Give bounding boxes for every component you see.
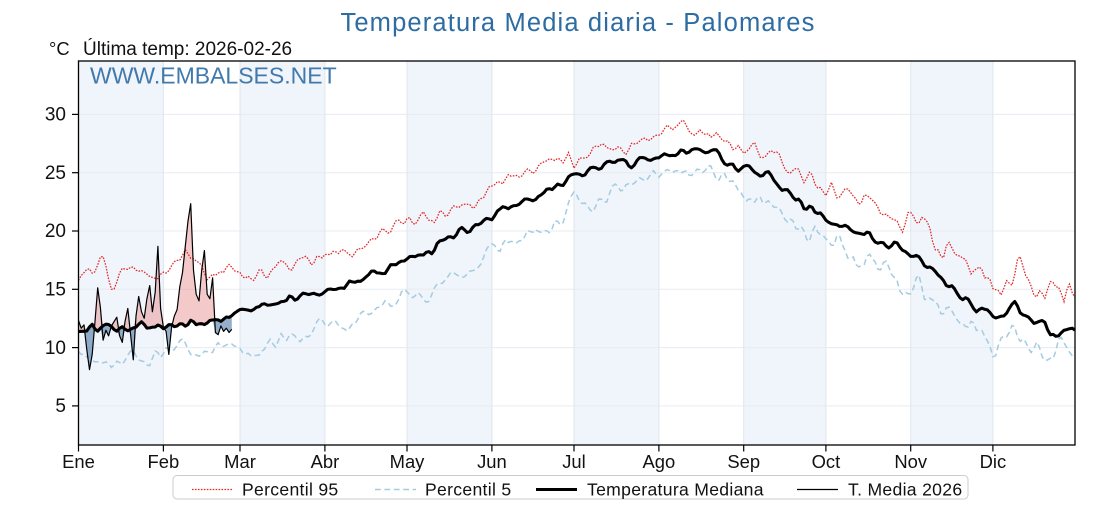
svg-text:Jul: Jul [562, 451, 586, 472]
svg-text:°C: °C [49, 38, 70, 59]
svg-text:30: 30 [45, 105, 66, 126]
svg-text:WWW.EMBALSES.NET: WWW.EMBALSES.NET [90, 63, 337, 89]
svg-text:Ago: Ago [643, 451, 676, 472]
svg-text:25: 25 [45, 163, 66, 184]
svg-text:Abr: Abr [311, 451, 340, 472]
svg-text:Última temp: 2026-02-26: Última temp: 2026-02-26 [83, 38, 292, 60]
svg-text:Ene: Ene [62, 451, 95, 472]
svg-text:Feb: Feb [148, 451, 180, 472]
svg-text:T. Media 2026: T. Media 2026 [848, 479, 962, 499]
svg-text:15: 15 [45, 280, 66, 301]
svg-text:Temperatura Media diaria - Pal: Temperatura Media diaria - Palomares [340, 9, 815, 37]
svg-text:5: 5 [55, 396, 66, 417]
svg-text:20: 20 [45, 221, 66, 242]
svg-text:10: 10 [45, 338, 66, 359]
svg-text:Oct: Oct [812, 451, 841, 472]
svg-text:May: May [390, 451, 426, 472]
svg-text:Mar: Mar [224, 451, 256, 472]
svg-text:Nov: Nov [894, 451, 928, 472]
svg-text:Temperatura Mediana: Temperatura Mediana [587, 479, 764, 499]
svg-text:Sep: Sep [727, 451, 760, 472]
svg-text:Percentil 5: Percentil 5 [425, 479, 511, 499]
svg-text:Percentil 95: Percentil 95 [242, 479, 339, 499]
svg-text:Dic: Dic [980, 451, 1007, 472]
svg-text:Jun: Jun [477, 451, 507, 472]
